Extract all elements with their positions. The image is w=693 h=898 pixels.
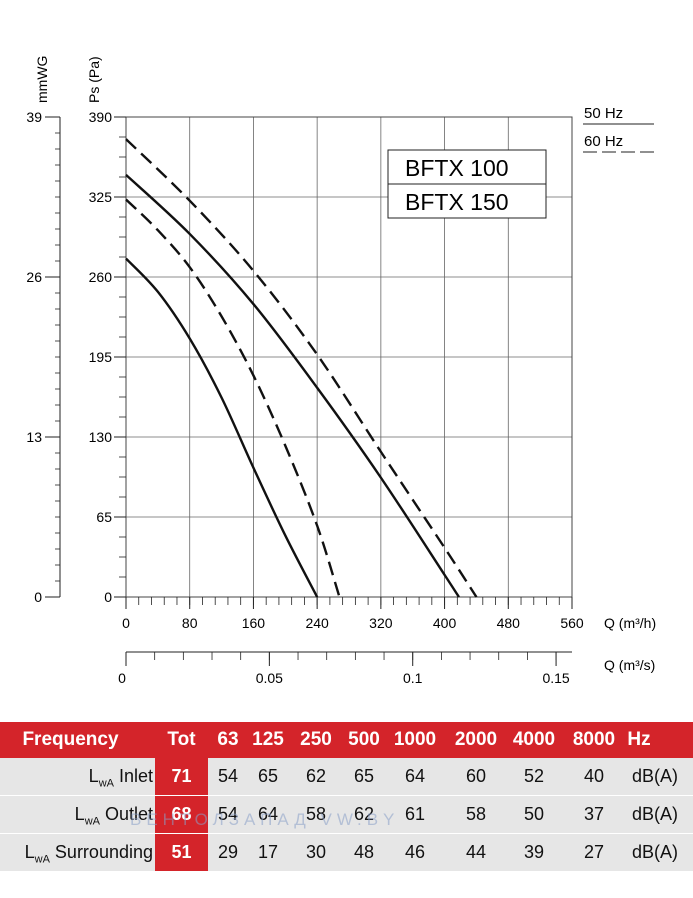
chart-legend: BFTX 100 BFTX 150 50 Hz 60 Hz <box>387 105 654 219</box>
row-value: 58 <box>465 804 487 824</box>
tot-header: Tot <box>167 729 196 750</box>
row-value: 65 <box>353 766 375 786</box>
row-value: 64 <box>257 804 279 824</box>
band-header-500: 500 <box>348 729 380 750</box>
pa-axis-title: Ps (Pa) <box>86 56 102 103</box>
row-value: 62 <box>305 766 327 786</box>
x-axis-title-m3s: Q (m³/s) <box>604 657 655 673</box>
row-value: 44 <box>465 842 487 862</box>
x-tick-label: 0 <box>122 615 130 631</box>
table-header: Frequency Tot 63 125 250 500 1000 2000 4000 800… <box>0 722 693 758</box>
row-unit: dB(A) <box>631 766 678 786</box>
pa-tick-label: 390 <box>89 109 113 125</box>
pa-tick-label: 65 <box>96 509 112 525</box>
m3s-tick-label: 0.05 <box>256 670 283 686</box>
x-tick-label: 560 <box>560 615 584 631</box>
row-total: 51 <box>155 834 208 871</box>
row-label: LwA Surrounding <box>24 842 153 866</box>
row-label: LwA Outlet <box>74 804 153 828</box>
model-legend-label: BFTX 150 <box>405 189 509 215</box>
x-axis-title-m3h: Q (m³/h) <box>604 615 656 631</box>
mmwg-tick-label: 39 <box>26 109 42 125</box>
pa-tick-label: 195 <box>89 349 113 365</box>
row-unit: dB(A) <box>631 842 678 862</box>
band-header-4000: 4000 <box>512 729 556 750</box>
series-line-1 <box>125 257 319 598</box>
m3s-tick-label: 0.1 <box>403 670 423 686</box>
row-value: 46 <box>404 842 426 862</box>
row-value: 50 <box>523 804 545 824</box>
band-header-125: 125 <box>252 729 284 750</box>
band-header-8000: 8000 <box>572 729 616 750</box>
table-row: LwA Inlet 71 54 65 62 65 64 60 52 40 dB(A) <box>0 758 693 796</box>
x-tick-label: 480 <box>497 615 521 631</box>
pa-tick-label: 0 <box>104 589 112 605</box>
legend-60hz-label: 60 Hz <box>584 133 623 150</box>
table-row: LwA Outlet 68 54 64 58 62 61 58 50 37 dB(A) <box>0 796 693 834</box>
row-value: 52 <box>523 766 545 786</box>
row-value: 64 <box>404 766 426 786</box>
x-tick-label: 80 <box>182 615 198 631</box>
row-total: 68 <box>155 796 208 833</box>
x-tick-label: 320 <box>369 615 393 631</box>
mmwg-tick-label: 13 <box>26 429 42 445</box>
row-unit: dB(A) <box>631 804 678 824</box>
row-value: 40 <box>583 766 605 786</box>
m3s-tick-label: 0.15 <box>542 670 569 686</box>
band-header-63: 63 <box>217 729 239 750</box>
band-header-2000: 2000 <box>454 729 498 750</box>
series-line-2 <box>125 198 341 598</box>
table-row: LwA Surrounding 51 29 17 30 48 46 44 39 27 dB(A) <box>0 834 693 872</box>
row-label: LwA Inlet <box>88 766 153 790</box>
row-value: 54 <box>217 766 239 786</box>
row-value: 29 <box>217 842 239 862</box>
pa-tick-label: 260 <box>89 269 113 285</box>
row-value: 30 <box>305 842 327 862</box>
row-value: 60 <box>465 766 487 786</box>
row-value: 37 <box>583 804 605 824</box>
chart-series <box>125 138 478 598</box>
band-header-250: 250 <box>300 729 332 750</box>
chart-axes <box>45 116 573 666</box>
mmwg-axis-title: mmWG <box>34 56 50 103</box>
series-line-3 <box>125 173 460 598</box>
row-value: 58 <box>305 804 327 824</box>
hz-unit-header: Hz <box>627 729 651 750</box>
series-line-4 <box>125 138 478 598</box>
x-tick-label: 240 <box>305 615 329 631</box>
row-value: 54 <box>217 804 239 824</box>
mmwg-tick-label: 0 <box>34 589 42 605</box>
row-value: 62 <box>353 804 375 824</box>
row-value: 48 <box>353 842 375 862</box>
watermark: ВЕНТОЛЗАПАД VW.BY <box>130 810 400 829</box>
pa-tick-label: 130 <box>89 429 113 445</box>
pa-tick-label: 325 <box>89 189 113 205</box>
row-value: 39 <box>523 842 545 862</box>
mmwg-tick-label: 26 <box>26 269 42 285</box>
m3s-tick-label: 0 <box>118 670 126 686</box>
row-value: 61 <box>404 804 426 824</box>
frequency-header: Frequency <box>22 729 119 750</box>
band-header-1000: 1000 <box>393 729 437 750</box>
row-value: 27 <box>583 842 605 862</box>
model-legend-label: BFTX 100 <box>405 155 509 181</box>
legend-50hz-label: 50 Hz <box>584 105 623 122</box>
row-total: 71 <box>155 758 208 795</box>
row-value: 17 <box>257 842 279 862</box>
x-tick-label: 160 <box>242 615 266 631</box>
x-tick-label: 400 <box>433 615 457 631</box>
row-value: 65 <box>257 766 279 786</box>
